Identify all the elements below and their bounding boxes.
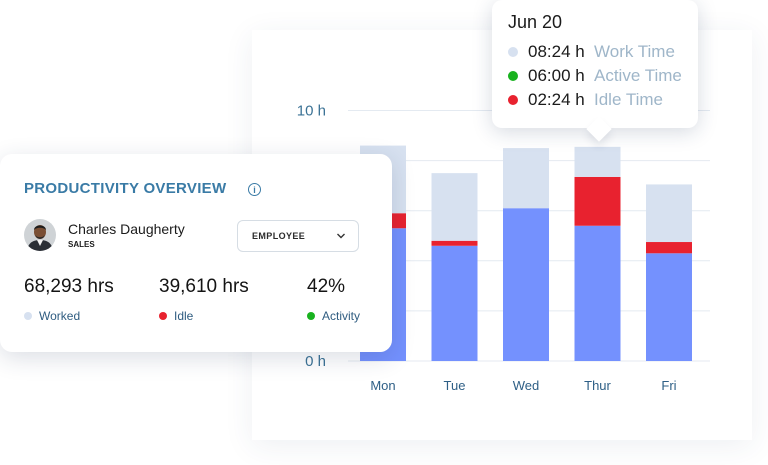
stat-activity: Activity: [307, 309, 360, 323]
tooltip-row-active-time: 06:00 h Active Time: [508, 65, 682, 87]
bar-segment-idle-time[interactable]: [574, 176, 621, 226]
bar-segment-active-time[interactable]: [574, 225, 621, 361]
idle-time-dot-icon: [508, 95, 518, 105]
x-tick-label: Fri: [661, 378, 676, 393]
stat-idle-label: Idle: [174, 309, 194, 323]
stat-activity-value: 42%: [307, 276, 346, 297]
chart-tooltip: Jun 20 08:24 h Work Time 06:00 h Active …: [492, 0, 698, 128]
stat-worked: Worked: [24, 309, 80, 323]
work-time-dot-icon: [508, 47, 518, 57]
avatar: [24, 219, 56, 251]
x-tick-label: Wed: [513, 378, 540, 393]
card-title: PRODUCTIVITY OVERVIEW: [24, 180, 227, 197]
bar-segment-work-time[interactable]: [646, 184, 692, 243]
stat-idle-value: 39,610 hrs: [159, 276, 249, 297]
productivity-overview-card: PRODUCTIVITY OVERVIEW i Charles Daughert…: [0, 154, 392, 352]
tooltip-work-time-value: 08:24 h: [528, 42, 585, 61]
bar-segment-idle-time[interactable]: [646, 242, 692, 254]
worked-dot-icon: [24, 312, 32, 320]
stat-worked-value: 68,293 hrs: [24, 276, 114, 297]
y-tick-label: 0 h: [305, 353, 326, 370]
stat-worked-label: Worked: [39, 309, 81, 323]
x-tick-label: Tue: [444, 378, 466, 393]
bar-segment-active-time[interactable]: [431, 245, 478, 361]
tooltip-work-time-label: Work Time: [594, 42, 675, 61]
tooltip-active-time-value: 06:00 h: [528, 66, 585, 85]
bar-segment-active-time[interactable]: [646, 253, 692, 361]
tooltip-row-idle-time: 02:24 h Idle Time: [508, 89, 663, 111]
chevron-down-icon: [337, 233, 345, 239]
bar-segment-idle-time[interactable]: [431, 240, 478, 246]
stat-idle: Idle: [159, 309, 193, 323]
activity-dot-icon: [307, 312, 315, 320]
bar-segment-work-time[interactable]: [503, 148, 549, 209]
employee-department: SALES: [68, 240, 95, 249]
stat-activity-label: Activity: [322, 309, 361, 323]
employee-name: Charles Daugherty: [68, 221, 185, 237]
tooltip-idle-time-label: Idle Time: [594, 90, 663, 109]
tooltip-date: Jun 20: [508, 12, 563, 32]
active-time-dot-icon: [508, 71, 518, 81]
employee-select-value: EMPLOYEE: [252, 231, 306, 241]
employee-select[interactable]: EMPLOYEE: [237, 220, 359, 252]
bar-segment-active-time[interactable]: [503, 208, 549, 361]
x-tick-label: Thur: [584, 378, 611, 393]
idle-dot-icon: [159, 312, 167, 320]
tooltip-row-work-time: 08:24 h Work Time: [508, 41, 675, 63]
x-tick-label: Mon: [370, 378, 395, 393]
tooltip-idle-time-value: 02:24 h: [528, 90, 585, 109]
tooltip-active-time-label: Active Time: [594, 66, 682, 85]
bar-segment-work-time[interactable]: [574, 146, 621, 177]
y-tick-label: 10 h: [297, 103, 326, 120]
bar-segment-work-time[interactable]: [431, 173, 478, 241]
info-icon[interactable]: i: [248, 183, 261, 196]
